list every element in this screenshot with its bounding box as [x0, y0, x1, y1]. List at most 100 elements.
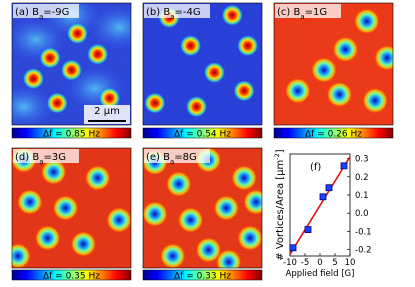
label-text: (a) B: [15, 7, 39, 18]
label-text: (e) B: [146, 152, 170, 163]
map-frame: [273, 2, 394, 126]
vortex: [236, 34, 259, 57]
label-text: (c) B: [277, 7, 300, 18]
vortex: [143, 92, 166, 115]
label-sub: a: [39, 158, 43, 166]
vortex: [98, 87, 121, 110]
label-bg: [144, 149, 210, 163]
panel-label: (d) Ba=3G: [15, 152, 66, 166]
vortex: [39, 46, 62, 69]
x-tick-label: 10: [345, 258, 356, 268]
vortex: [165, 171, 192, 197]
label-bg: [144, 4, 210, 18]
chart-label: (f): [310, 162, 321, 173]
vortex: [40, 159, 67, 185]
y-tick-label: 0.3: [355, 155, 369, 165]
vortex: [215, 249, 242, 268]
vortex: [237, 225, 262, 251]
data-point: [319, 193, 327, 201]
map-frame: [11, 147, 132, 269]
label-sub: a: [170, 13, 174, 21]
vortex: [310, 57, 337, 84]
vortex: [34, 225, 61, 251]
label-sub: a: [39, 13, 43, 21]
vortex: [106, 207, 131, 233]
label-bg: [13, 149, 79, 163]
vortex: [179, 34, 202, 57]
y-tick-label: -0.2: [355, 246, 372, 256]
label-sub: a: [300, 13, 304, 21]
colorbar-label: Δf = 0.85 Hz: [43, 130, 100, 140]
vortex: [332, 36, 359, 63]
vortex: [66, 22, 89, 45]
panel-label: (b) Ba=-4G: [146, 7, 201, 21]
vortex: [326, 81, 353, 108]
vortex: [84, 165, 111, 191]
y-tick-label: -0.1: [355, 227, 372, 237]
x-tick-label: 0: [317, 258, 322, 268]
map-frame: [142, 147, 263, 269]
label-field: =3G: [44, 152, 67, 163]
map: [12, 3, 131, 125]
colorbar-label: Δf = 0.54 Hz: [174, 130, 231, 140]
vortex: [159, 243, 186, 268]
y-label-text: # Vortices/Area [μm: [275, 160, 286, 261]
data-point: [325, 184, 333, 192]
colorbar-label: Δf = 0.33 Hz: [174, 272, 231, 282]
colorbar: [142, 269, 263, 281]
x-tick-label: -10: [283, 258, 297, 268]
vortex: [46, 92, 69, 115]
label-field: =1G: [305, 7, 328, 18]
x-tick-label: 5: [332, 258, 337, 268]
colorbar: [142, 127, 263, 139]
map: [143, 3, 262, 125]
y-axis-label: # Vortices/Area [μm-2]: [273, 149, 286, 260]
panel-label: (e) Ba=8G: [146, 152, 197, 166]
y-tick-label: 0.1: [355, 191, 369, 201]
scalebar-bg: [84, 105, 130, 124]
vortex: [177, 207, 204, 233]
label-field: =-4G: [175, 7, 201, 18]
y-label-end: ]: [275, 149, 286, 153]
x-tick-label: -5: [301, 258, 309, 268]
vortex: [22, 67, 45, 90]
label-text: (d) B: [15, 152, 39, 163]
map: [143, 148, 262, 268]
vortex: [16, 189, 43, 215]
fit-line: [289, 156, 351, 255]
colorbar-label: Δf = 0.26 Hz: [305, 130, 362, 140]
label-text: (b) B: [146, 7, 170, 18]
vortex: [52, 195, 79, 221]
vortex: [86, 43, 109, 66]
y-tick-label: 0.2: [355, 173, 369, 183]
vortex: [12, 243, 31, 268]
vortex: [284, 77, 311, 104]
vortex: [213, 195, 240, 221]
map: [12, 148, 131, 268]
data-point: [304, 226, 312, 233]
panel-label: (c) Ba=1G: [277, 7, 327, 21]
vortex: [203, 61, 226, 84]
vortex: [374, 44, 393, 71]
label-field: =8G: [174, 152, 197, 163]
data-point: [340, 162, 348, 170]
vortex: [362, 87, 389, 114]
vortex: [70, 231, 97, 257]
vortex: [233, 79, 256, 102]
x-axis-label: Applied field [G]: [286, 269, 355, 279]
vortex: [221, 4, 244, 27]
label-bg: [275, 4, 341, 18]
colorbar: [11, 269, 132, 281]
colorbar-label: Δf = 0.35 Hz: [43, 272, 100, 282]
vortex: [60, 59, 83, 82]
data-point: [289, 244, 297, 252]
y-label-sup: -2: [273, 153, 281, 159]
scalebar-label: 2 μm: [94, 106, 120, 117]
vortex: [143, 201, 168, 227]
vortex: [231, 165, 258, 191]
colorbar: [11, 127, 132, 139]
vortex: [185, 95, 208, 118]
label-sub: a: [170, 158, 174, 166]
